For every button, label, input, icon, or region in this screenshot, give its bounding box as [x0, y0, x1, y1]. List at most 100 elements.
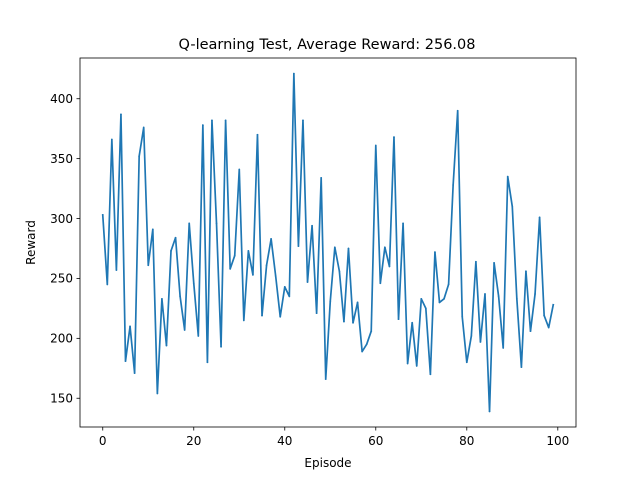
data-point	[406, 362, 409, 365]
data-point	[329, 300, 332, 303]
data-point	[484, 293, 486, 295]
data-point	[434, 251, 436, 253]
data-point	[142, 126, 145, 129]
data-point	[147, 264, 150, 267]
data-point	[302, 119, 304, 122]
data-point	[447, 283, 450, 286]
data-point	[129, 325, 131, 328]
series-layer	[101, 72, 555, 413]
data-point	[202, 124, 204, 126]
data-point	[424, 307, 427, 310]
data-point	[361, 350, 363, 353]
x-tick-label: 60	[368, 434, 383, 448]
y-tick-label: 300	[50, 212, 73, 226]
data-point	[297, 245, 300, 247]
data-point	[379, 282, 382, 285]
data-point	[511, 205, 514, 208]
data-point	[515, 297, 518, 300]
data-point	[525, 270, 527, 273]
data-point	[252, 274, 254, 276]
data-point	[165, 344, 168, 347]
data-point	[488, 410, 491, 413]
data-point	[493, 262, 495, 264]
data-point	[179, 295, 181, 298]
data-point	[461, 315, 464, 318]
data-point	[465, 361, 468, 364]
data-point	[156, 392, 159, 395]
data-point	[151, 228, 154, 231]
data-point	[215, 222, 218, 225]
data-point	[101, 214, 104, 216]
data-point	[338, 270, 341, 273]
data-point	[270, 238, 272, 240]
data-point	[288, 295, 291, 298]
data-point	[206, 361, 209, 364]
data-point	[115, 269, 118, 271]
data-point	[543, 314, 546, 317]
data-point	[188, 222, 191, 225]
data-point	[502, 347, 505, 349]
data-point	[174, 236, 177, 239]
data-point	[161, 297, 163, 300]
data-point	[279, 315, 282, 318]
data-point	[388, 265, 391, 268]
data-point	[183, 329, 186, 331]
y-tick-label: 350	[50, 152, 73, 166]
data-point	[470, 335, 473, 337]
data-point	[538, 216, 541, 219]
data-point	[552, 303, 555, 306]
data-point	[438, 301, 441, 304]
data-point	[429, 373, 432, 376]
data-point	[370, 330, 373, 333]
data-point	[343, 320, 345, 323]
data-point	[324, 378, 327, 380]
data-point	[274, 275, 277, 277]
data-point	[133, 372, 136, 374]
x-tick-label: 0	[99, 434, 107, 448]
chart-title: Q-learning Test, Average Reward: 256.08	[179, 37, 476, 53]
data-point	[393, 136, 395, 138]
data-point	[192, 282, 195, 285]
data-point	[352, 321, 354, 324]
data-point	[311, 224, 313, 227]
y-tick-label: 250	[50, 272, 73, 286]
data-point	[247, 250, 250, 252]
data-point	[233, 254, 236, 257]
plot-frame	[79, 57, 577, 428]
data-point	[306, 281, 309, 283]
data-point	[365, 343, 368, 346]
data-point	[547, 326, 550, 329]
data-point	[384, 246, 386, 249]
x-tick-label: 80	[459, 434, 474, 448]
data-point	[211, 119, 213, 122]
data-point	[256, 133, 259, 136]
data-point	[261, 314, 263, 317]
data-point	[475, 260, 477, 263]
data-point	[111, 138, 113, 141]
data-point	[420, 297, 423, 300]
data-point	[374, 144, 377, 147]
data-point	[265, 264, 268, 267]
data-point	[452, 184, 454, 186]
data-point	[224, 119, 227, 122]
data-point	[520, 366, 523, 368]
data-point	[402, 222, 404, 225]
data-point	[283, 285, 286, 288]
data-point	[456, 109, 459, 112]
data-point	[397, 318, 400, 321]
series-line-0	[101, 72, 555, 413]
ticks-layer: 0 20 40 60 80 100 150 200 250 300 350 400	[50, 92, 569, 448]
data-point	[124, 360, 127, 362]
y-tick-label: 200	[50, 332, 73, 346]
data-point	[333, 246, 336, 249]
data-point	[138, 155, 141, 158]
y-tick-label: 150	[50, 392, 73, 406]
data-point	[443, 297, 445, 300]
data-point	[170, 250, 172, 252]
data-point	[356, 301, 359, 304]
x-tick-label: 40	[277, 434, 292, 448]
data-point	[197, 335, 200, 337]
y-tick-label: 400	[50, 92, 73, 106]
data-point	[529, 330, 532, 333]
